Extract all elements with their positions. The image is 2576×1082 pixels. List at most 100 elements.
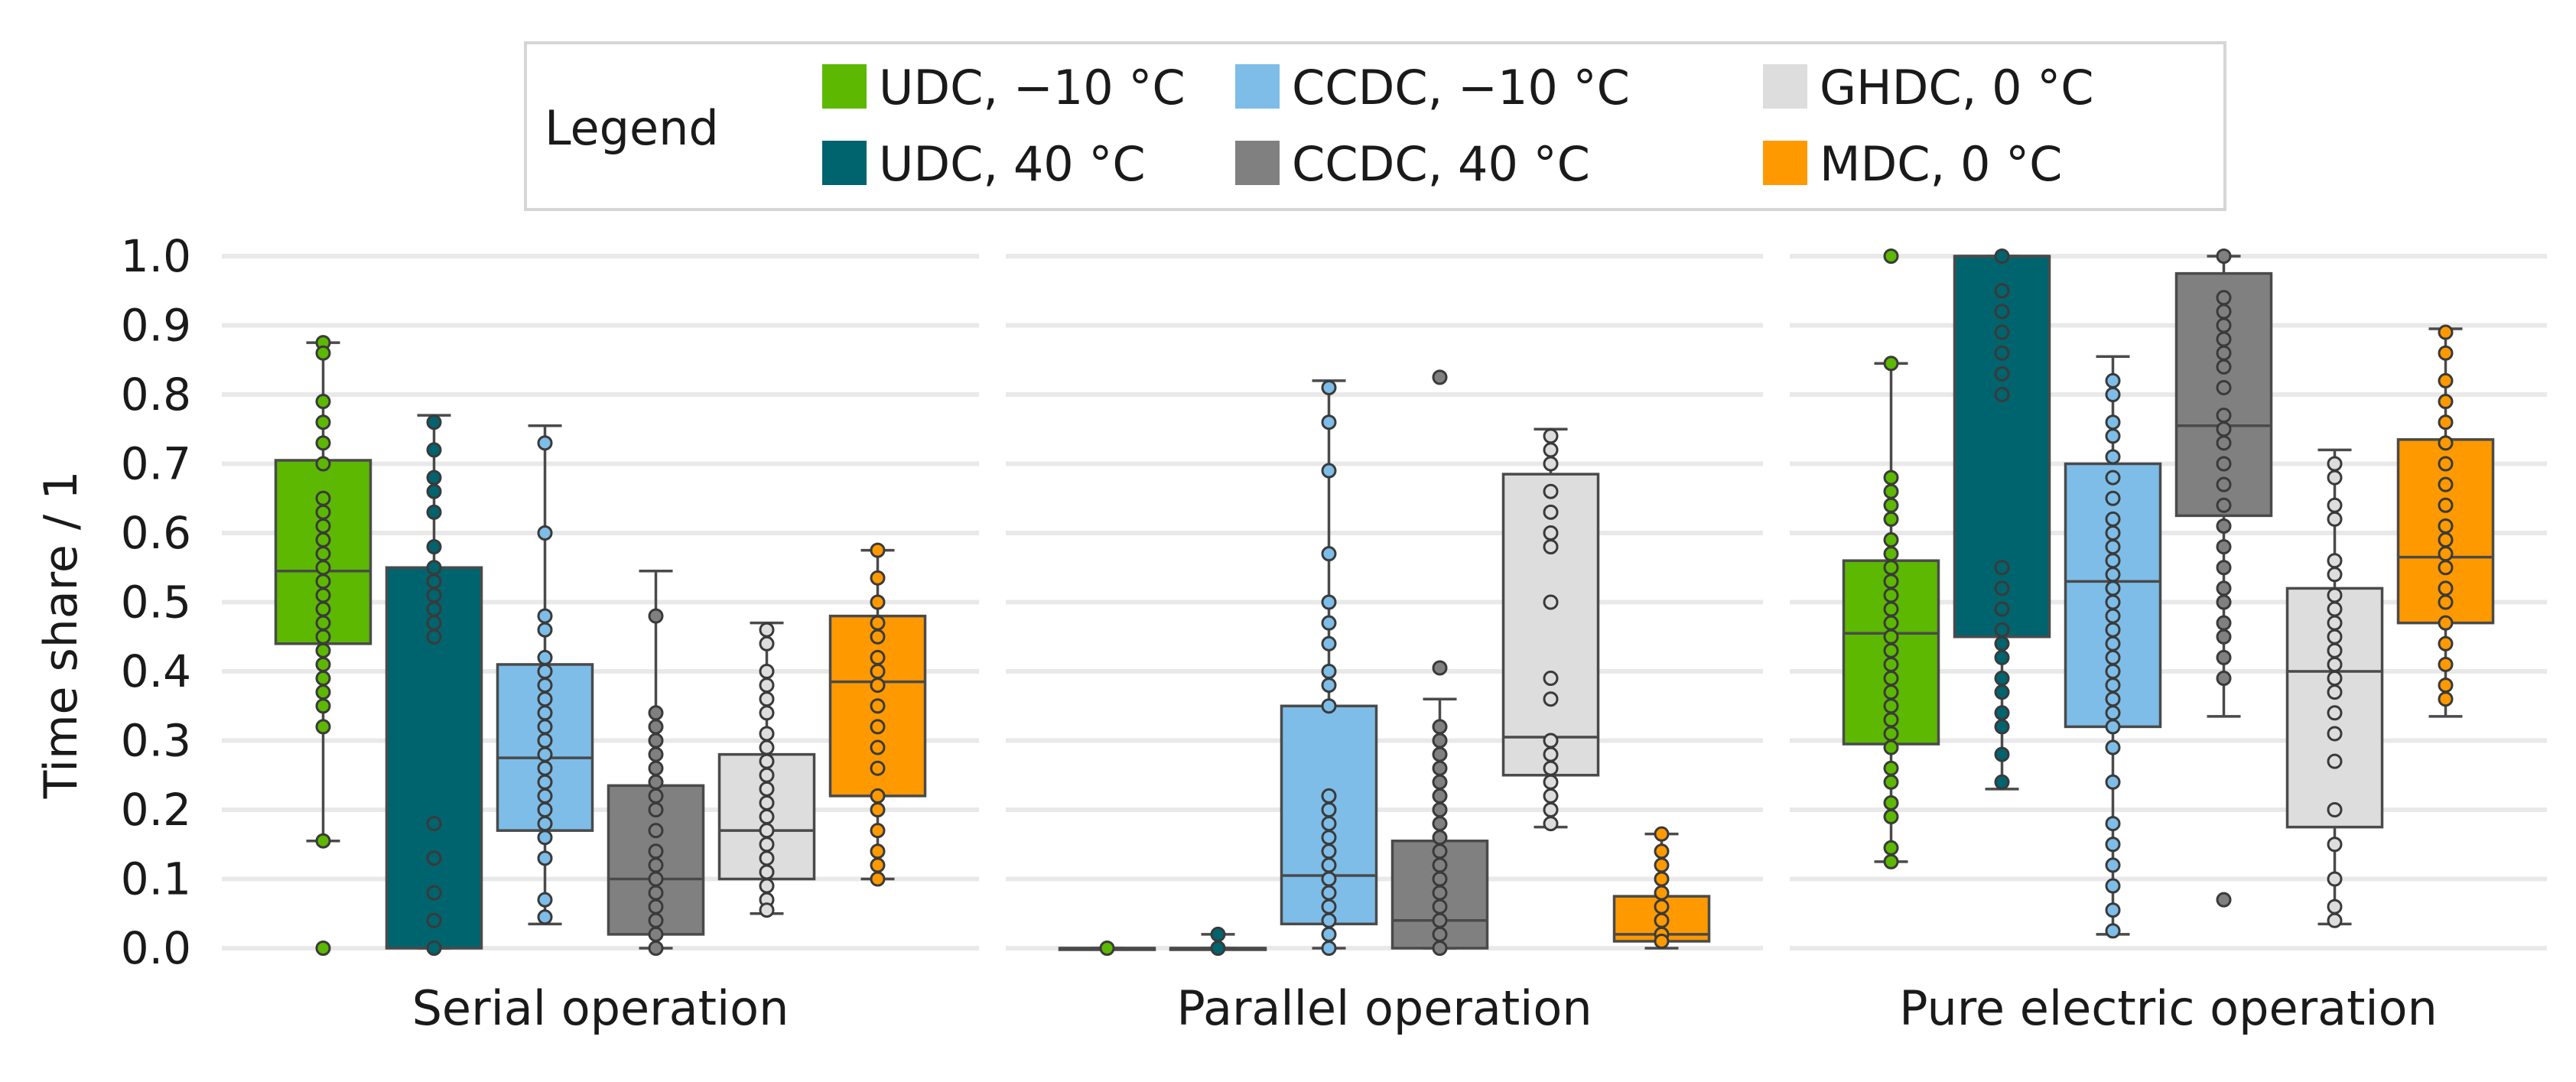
data-point (1994, 249, 2010, 264)
data-point (1543, 483, 1559, 499)
data-point (1432, 774, 1448, 790)
data-point (426, 483, 442, 499)
data-point (648, 746, 664, 762)
data-point (315, 698, 331, 714)
data-point (426, 615, 442, 631)
data-point (1321, 912, 1337, 928)
legend-label: MDC, 0 °C (1820, 136, 2062, 192)
data-point (648, 941, 664, 956)
data-point (315, 833, 331, 849)
y-tick-label: 0.9 (121, 300, 191, 352)
box-0-0 (274, 335, 372, 956)
data-point (870, 719, 886, 735)
data-point (759, 635, 775, 651)
box-5-1 (1612, 826, 1711, 950)
data-point (1543, 774, 1559, 790)
data-point (2105, 705, 2121, 721)
data-point (2438, 435, 2454, 451)
data-point (537, 788, 553, 804)
data-point (2105, 677, 2121, 694)
data-point (2438, 546, 2454, 562)
data-point (1994, 560, 2010, 576)
data-point (315, 414, 331, 431)
data-point (870, 664, 886, 679)
data-point (2327, 898, 2343, 915)
data-point (1883, 532, 1899, 548)
data-point (2105, 635, 2121, 651)
data-point (1321, 857, 1337, 873)
data-point (2105, 553, 2121, 569)
data-point (2438, 497, 2454, 513)
data-point (1994, 649, 2010, 665)
data-point (759, 850, 775, 866)
data-point (315, 615, 331, 631)
data-point (1883, 840, 1899, 856)
data-point (2216, 518, 2232, 534)
data-point (537, 850, 553, 866)
data-point (870, 857, 886, 873)
data-point (648, 774, 664, 790)
data-point (2105, 816, 2121, 832)
data-point (1432, 926, 1448, 942)
data-point (1883, 470, 1899, 486)
data-point (759, 664, 775, 679)
data-point (426, 560, 442, 576)
data-point (2327, 726, 2343, 742)
data-point (2216, 331, 2232, 347)
data-point (1432, 802, 1448, 817)
data-point (2327, 802, 2343, 817)
data-point (2105, 525, 2121, 541)
data-point (1543, 733, 1559, 749)
data-point (1994, 580, 2010, 596)
data-point (2105, 567, 2121, 583)
data-point (2327, 470, 2343, 486)
data-point (648, 823, 664, 839)
data-point (2216, 649, 2232, 665)
data-point (759, 794, 775, 811)
data-point (1994, 601, 2010, 617)
data-point (1654, 857, 1670, 873)
data-point (2216, 629, 2232, 645)
data-point (2327, 753, 2343, 769)
data-point (2105, 414, 2121, 431)
data-point (537, 608, 553, 624)
data-point (1432, 885, 1448, 901)
data-point (1099, 941, 1115, 956)
data-point (1883, 483, 1899, 499)
data-point (315, 684, 331, 700)
data-point (1432, 733, 1448, 749)
data-point (1883, 356, 1899, 372)
data-point (426, 414, 442, 431)
data-point (2438, 580, 2454, 596)
data-point (2216, 671, 2232, 687)
data-point (426, 587, 442, 603)
legend-swatch (1235, 141, 1280, 185)
data-point (648, 926, 664, 942)
data-point (2105, 449, 2121, 465)
data-point (315, 587, 331, 603)
data-point (2105, 594, 2121, 610)
data-point (537, 622, 553, 638)
box-3-1 (1390, 369, 1489, 956)
data-point (759, 677, 775, 694)
data-point (2216, 560, 2232, 576)
box-1-1 (1169, 926, 1267, 956)
box-4-1 (1501, 427, 1600, 832)
data-point (1432, 719, 1448, 735)
data-point (1994, 705, 2010, 721)
data-point (315, 573, 331, 590)
data-point (537, 649, 553, 665)
data-point (648, 705, 664, 721)
legend-entry: CCDC, 40 °C (1235, 136, 1590, 192)
data-point (315, 435, 331, 451)
y-tick-label: 0.2 (121, 784, 191, 836)
data-point (1883, 511, 1899, 527)
data-point (1543, 671, 1559, 687)
data-point (1883, 809, 1899, 825)
legend: Legend UDC, −10 °C UDC, 40 °C CCDC, −10 °C… (524, 41, 2226, 211)
y-tick-label: 1.0 (121, 230, 191, 282)
data-point (1321, 414, 1337, 431)
data-point (870, 594, 886, 610)
data-point (870, 615, 886, 631)
data-point (1883, 587, 1899, 603)
